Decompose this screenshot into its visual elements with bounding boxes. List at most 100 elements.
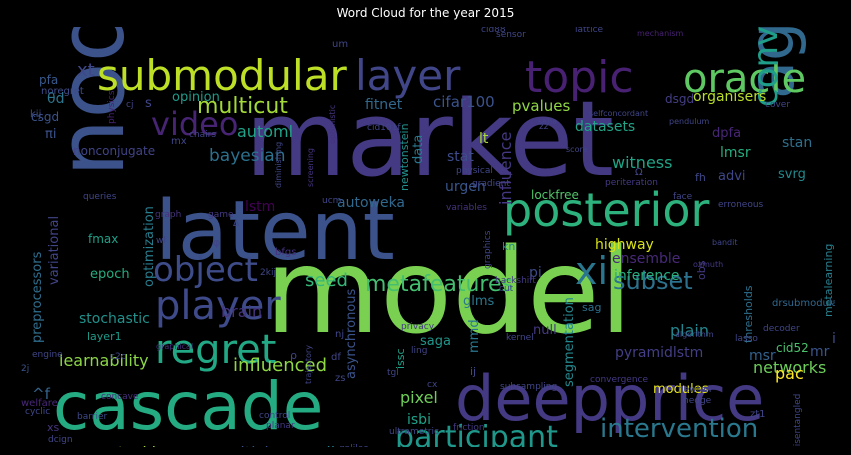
word: advi — [718, 169, 746, 184]
word: sag — [582, 301, 601, 314]
word: ij — [470, 365, 476, 378]
word: obs — [695, 260, 708, 280]
word: networks — [753, 358, 826, 377]
word: bfgs — [275, 247, 296, 258]
word: decoder — [763, 324, 800, 334]
word: influenced — [233, 355, 327, 376]
word: graphical — [156, 342, 193, 351]
word: tgl — [387, 368, 399, 378]
word: market — [245, 78, 614, 200]
word: privacy — [401, 322, 435, 332]
word: pfa — [39, 73, 58, 87]
word: ^f — [32, 385, 51, 403]
word: control — [259, 411, 290, 421]
word: null — [533, 323, 557, 338]
word: Δ — [233, 219, 240, 229]
word: noregret — [41, 86, 84, 97]
word: nonconjugate — [73, 144, 155, 158]
word: engine — [32, 350, 63, 360]
word: trajectory — [304, 345, 313, 384]
word: physics — [107, 90, 117, 124]
word: urgen — [445, 179, 486, 195]
word: topic — [525, 52, 634, 103]
word: ling — [411, 346, 427, 356]
word: selfconcordant — [589, 109, 648, 118]
word: csgd — [31, 110, 59, 124]
word: stochastic — [79, 311, 150, 327]
word: player — [155, 283, 281, 329]
word: highway — [595, 237, 654, 253]
word: sensor — [496, 30, 526, 40]
word: multicut — [197, 94, 288, 119]
word: seed — [305, 270, 348, 291]
word: opinion — [172, 90, 220, 105]
word: video — [151, 105, 238, 143]
word: mx — [171, 136, 187, 147]
word: organisers — [693, 89, 766, 105]
word: queries — [83, 192, 117, 202]
word: um — [332, 39, 348, 50]
word: convex — [746, 27, 786, 107]
word: saga — [420, 334, 451, 349]
word: chairs — [189, 130, 216, 140]
word: newtonstein — [398, 123, 411, 191]
word: 2kij — [260, 268, 276, 278]
word: Ω — [635, 167, 643, 178]
word: bayesian — [209, 146, 286, 166]
word: kn — [502, 240, 515, 253]
word: graphics — [483, 230, 493, 269]
word: πi — [45, 127, 56, 142]
word: cid52 — [776, 341, 809, 355]
word: dsgd — [665, 92, 694, 106]
word: asynchronous — [344, 288, 359, 379]
word: stat — [447, 149, 474, 165]
word: lstm — [245, 199, 275, 215]
word: pvalues — [512, 97, 570, 115]
word: zt1 — [750, 409, 766, 420]
word: zs — [335, 373, 345, 384]
word: object — [153, 250, 258, 290]
word: agent — [735, 27, 808, 99]
word: glms — [463, 294, 495, 309]
word: disentangled — [793, 394, 803, 447]
word: bandit — [712, 238, 738, 247]
word: cover — [765, 100, 790, 110]
word: erroneous — [718, 200, 764, 210]
word: optimization — [142, 206, 157, 287]
word: game — [208, 210, 234, 220]
word: mr — [810, 344, 830, 360]
word: physical — [456, 166, 493, 176]
word: convergence — [590, 375, 648, 385]
word: submodular — [97, 51, 347, 100]
word: autosklearn — [98, 443, 192, 447]
word: galileo — [339, 444, 369, 447]
word: screening — [306, 148, 315, 187]
cloud-background — [15, 27, 835, 447]
word: subsampling — [500, 382, 557, 392]
word: s — [145, 96, 152, 111]
word: mechanism — [637, 29, 684, 38]
word: criticism — [225, 443, 293, 447]
word: deepprice — [455, 362, 764, 435]
word: hedge — [683, 396, 712, 406]
word: ensemble — [612, 251, 680, 267]
word: layer — [355, 51, 461, 100]
word: preprocessors — [30, 251, 45, 343]
word: nj — [335, 329, 344, 340]
word: mmd — [467, 319, 482, 353]
word: df — [331, 352, 341, 363]
word: cifar100 — [433, 93, 495, 111]
word: intervention — [600, 414, 758, 444]
word: learnability — [59, 351, 149, 370]
word: optimistic — [328, 105, 337, 144]
word: stan — [782, 135, 812, 151]
word: pyramidlstm — [615, 345, 703, 361]
word: diminishing — [274, 142, 283, 188]
word: transform — [834, 133, 835, 187]
word: layer1 — [87, 330, 122, 343]
word: newton — [678, 385, 711, 395]
word: lockfree — [531, 188, 579, 202]
word: ic — [832, 331, 835, 347]
word: φ — [213, 236, 220, 249]
